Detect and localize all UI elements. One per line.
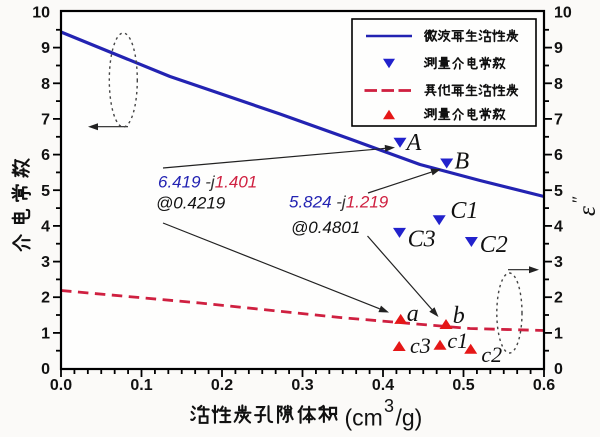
svg-text:0: 0: [41, 361, 50, 378]
svg-text:6.419 -j1.401: 6.419 -j1.401: [158, 173, 257, 192]
svg-text:0.1: 0.1: [130, 377, 152, 394]
svg-text:0: 0: [554, 361, 563, 378]
svg-text:10: 10: [554, 5, 572, 22]
svg-text:9: 9: [554, 40, 563, 57]
svg-text:10: 10: [32, 5, 50, 22]
svg-text:8: 8: [41, 76, 50, 93]
svg-text:C1: C1: [450, 198, 478, 224]
svg-text:0.5: 0.5: [452, 377, 474, 394]
svg-text:0.6: 0.6: [533, 377, 555, 394]
svg-text:6: 6: [41, 147, 50, 164]
svg-text:2: 2: [554, 290, 563, 307]
svg-text:0.4: 0.4: [372, 377, 394, 394]
svg-text:c2: c2: [481, 342, 502, 367]
svg-text:7: 7: [554, 111, 563, 128]
svg-text:5: 5: [554, 183, 563, 200]
svg-text:0.3: 0.3: [291, 377, 313, 394]
svg-text:(cm: (cm: [345, 405, 383, 431]
svg-text:a: a: [407, 301, 419, 327]
svg-text:B: B: [454, 149, 469, 175]
svg-text:″: ″: [569, 196, 589, 204]
svg-text:c3: c3: [410, 333, 431, 358]
svg-text:6: 6: [554, 147, 563, 164]
svg-text:C2: C2: [480, 232, 508, 258]
svg-text:8: 8: [554, 76, 563, 93]
svg-text:/g): /g): [396, 405, 423, 431]
svg-text:c1: c1: [447, 328, 468, 353]
svg-text:1: 1: [554, 325, 563, 342]
svg-text:7: 7: [41, 111, 50, 128]
svg-text:3: 3: [384, 396, 394, 416]
svg-text:5: 5: [41, 183, 50, 200]
svg-text:5.824 -j1.219: 5.824 -j1.219: [289, 193, 389, 212]
svg-text:C3: C3: [408, 227, 436, 253]
svg-text:3: 3: [554, 254, 563, 271]
svg-text:4: 4: [41, 218, 50, 235]
svg-text:1: 1: [41, 325, 50, 342]
svg-text:0.2: 0.2: [211, 377, 233, 394]
svg-text:0.0: 0.0: [50, 377, 72, 394]
svg-text:@0.4801: @0.4801: [291, 218, 360, 237]
svg-text:2: 2: [41, 290, 50, 307]
svg-text:A: A: [405, 130, 422, 156]
svg-text:9: 9: [41, 40, 50, 57]
svg-text:b: b: [453, 303, 465, 329]
svg-text:@0.4219: @0.4219: [156, 194, 226, 213]
svg-text:4: 4: [554, 218, 563, 235]
svg-text:ε: ε: [574, 206, 600, 216]
svg-text:3: 3: [41, 254, 50, 271]
